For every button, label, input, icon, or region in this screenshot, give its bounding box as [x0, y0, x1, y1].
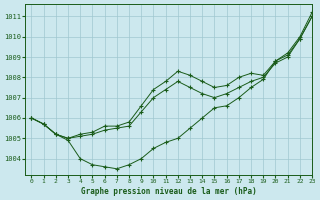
X-axis label: Graphe pression niveau de la mer (hPa): Graphe pression niveau de la mer (hPa): [81, 187, 257, 196]
